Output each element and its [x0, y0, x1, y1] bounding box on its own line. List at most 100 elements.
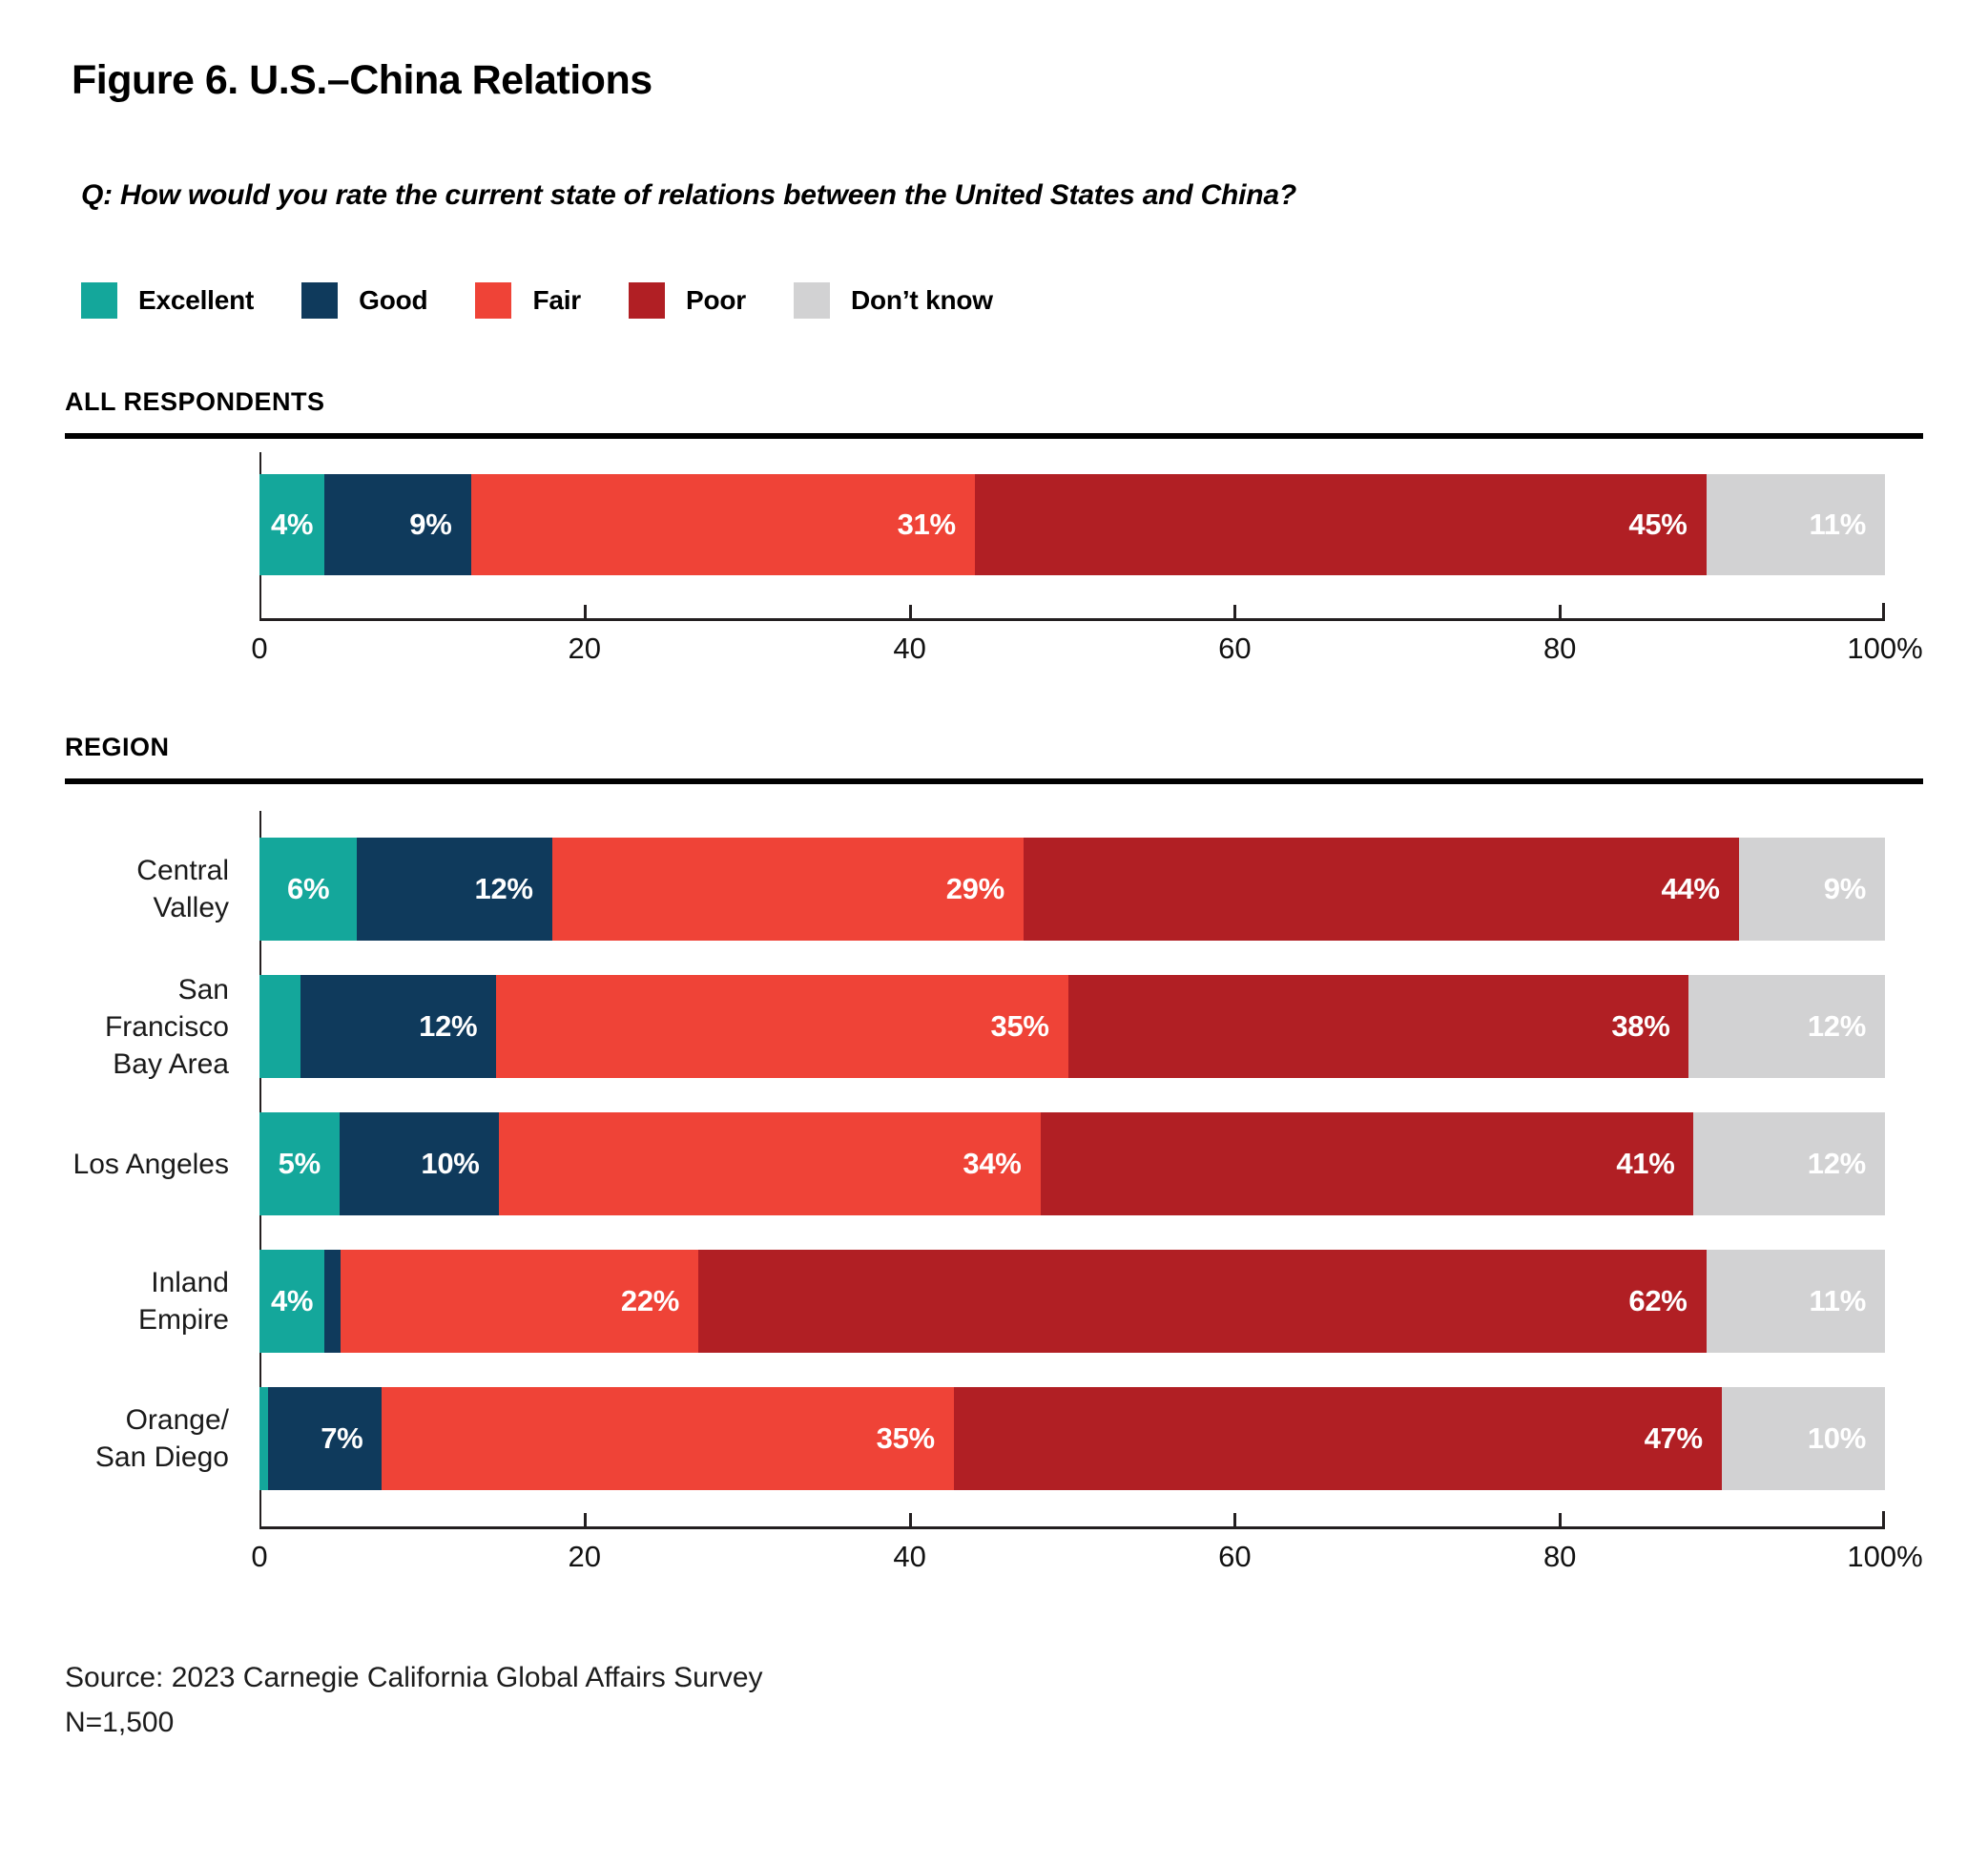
legend-label: Fair [532, 285, 582, 315]
section-rule [65, 433, 1923, 439]
x-axis-tick [908, 1513, 912, 1526]
value-label: 5% [278, 1147, 321, 1180]
value-label: 12% [1807, 1009, 1866, 1043]
value-label: 4% [270, 508, 314, 541]
bar-segment-good [324, 1250, 342, 1353]
x-axis-tick-label: 60 [1218, 1540, 1252, 1573]
bar-segment-excellent: 4% [259, 1250, 325, 1353]
bar-track: 5% 10% 34% 41% 12% [259, 1112, 1885, 1215]
value-label: 44% [1661, 872, 1720, 905]
x-axis-tick-label: 20 [568, 1540, 602, 1573]
bar-segment-excellent: 5% [259, 1112, 340, 1215]
x-axis-tick [1233, 1513, 1237, 1526]
section-rule [65, 778, 1923, 784]
value-label: 34% [963, 1147, 1022, 1180]
x-axis-tick [1559, 1513, 1563, 1526]
x-axis-tick-label: 40 [893, 632, 926, 665]
x-axis-region: 0 20 40 60 80 100% [251, 1511, 1923, 1573]
x-axis-tick-label: 100% [1847, 1540, 1923, 1573]
x-axis-tick [583, 1513, 587, 1526]
bar-segment-good: 9% [324, 474, 471, 575]
legend-swatch [794, 282, 830, 319]
value-label: 41% [1616, 1147, 1675, 1180]
value-label: 35% [990, 1009, 1049, 1043]
legend-label: Good [359, 285, 428, 315]
bar-track: 6% 12% 29% 44% 9% [259, 838, 1885, 941]
value-label: 47% [1644, 1421, 1703, 1455]
bar-segment-good: 7% [267, 1387, 383, 1490]
value-label: 10% [1807, 1421, 1866, 1455]
bar-row-inland-empire: Inland Empire 4% 22% 62% 11% [65, 1250, 1923, 1353]
x-axis-tick-label: 80 [1543, 632, 1577, 665]
legend-item-fair: Fair [475, 282, 581, 319]
x-axis-end-tick [1882, 1511, 1885, 1526]
row-label-line: Los Angeles [72, 1148, 229, 1180]
bar-segment-don-t-know: 11% [1706, 1250, 1885, 1353]
bar-segment-fair: 34% [498, 1112, 1041, 1215]
bar-segment-good: 12% [300, 975, 497, 1078]
bar-segment-excellent [259, 975, 300, 1078]
value-label: 12% [474, 872, 533, 905]
legend-swatch [629, 282, 666, 319]
row-label: Central Valley [65, 838, 229, 941]
x-axis-tick-label: 100% [1847, 632, 1923, 665]
value-label: 10% [421, 1147, 480, 1180]
bar-segment-poor: 41% [1040, 1112, 1694, 1215]
x-axis-tick [583, 605, 587, 618]
row-label-line: Inland Empire [137, 1267, 229, 1336]
row-label-line: Bay Area [113, 1047, 229, 1080]
figure-title: Figure 6. U.S.–China Relations [72, 57, 652, 103]
legend-label: Poor [686, 285, 746, 315]
bar-segment-don-t-know: 12% [1693, 1112, 1885, 1215]
x-axis-all-respondents: 0 20 40 60 80 100% [251, 603, 1923, 665]
legend-swatch [301, 282, 339, 319]
x-axis-tick-label: 80 [1543, 1540, 1577, 1573]
bar-segment-don-t-know: 9% [1738, 838, 1885, 941]
chart-region: Central Valley 6% 12% 29% 44% 9% San Francisco… [65, 811, 1923, 1526]
bar-row-orange-san-diego: Orange/San Diego 7% 35% 47% 10% [65, 1387, 1923, 1490]
legend-label: Don’t know [851, 285, 993, 315]
value-label: 22% [620, 1284, 680, 1317]
legend-swatch [81, 282, 117, 319]
row-label-line: Orange/ [125, 1404, 229, 1436]
bar-track: 4% 22% 62% 11% [259, 1250, 1885, 1353]
row-label-line: Central Valley [136, 855, 229, 923]
value-label: 62% [1628, 1284, 1688, 1317]
x-axis-tick [1233, 605, 1237, 618]
bar-segment-poor: 47% [953, 1387, 1722, 1490]
section-heading-all-respondents: ALL RESPONDENTS [65, 387, 325, 416]
value-label: 7% [321, 1421, 363, 1455]
row-label: San Francisco Bay Area [65, 974, 229, 1080]
bar-segment-poor: 45% [974, 474, 1707, 575]
bar-segment-poor: 38% [1067, 975, 1689, 1078]
row-label-line: San Diego [94, 1441, 229, 1473]
legend-swatch [475, 282, 512, 319]
value-label: 11% [1809, 1284, 1867, 1317]
bar-track: 4% 9% 31% 45% 11% [259, 474, 1885, 575]
bar-segment-fair: 29% [551, 838, 1024, 941]
x-axis-tick-label: 20 [568, 632, 602, 665]
value-label: 11% [1809, 508, 1867, 541]
legend: Excellent Good Fair Poor Don’t know [81, 282, 993, 319]
section-heading-region: REGION [65, 733, 170, 761]
value-label: 12% [419, 1009, 478, 1043]
value-label: 38% [1611, 1009, 1670, 1043]
bar-segment-excellent: 6% [259, 838, 358, 941]
bar-segment-fair: 31% [470, 474, 975, 575]
row-label: Los Angeles [65, 1112, 229, 1215]
source-note: Source: 2023 Carnegie California Global … [65, 1656, 763, 1745]
survey-question: Q: How would you rate the current state … [81, 179, 1297, 211]
bar-segment-good: 12% [357, 838, 552, 941]
row-label: Inland Empire [65, 1250, 229, 1353]
bar-row-san-francisco-bay-area: San Francisco Bay Area 12% 35% 38% 12% [65, 974, 1923, 1080]
x-axis-tick [1559, 605, 1563, 618]
x-axis-line [259, 618, 1885, 621]
chart-all-respondents: 4% 9% 31% 45% 11% [65, 452, 1923, 618]
value-label: 31% [897, 508, 956, 541]
value-label: 9% [409, 508, 452, 541]
value-label: 45% [1628, 508, 1688, 541]
bar-segment-don-t-know: 11% [1706, 474, 1885, 575]
bar-segment-fair: 22% [341, 1250, 699, 1353]
bar-track: 12% 35% 38% 12% [259, 975, 1885, 1078]
